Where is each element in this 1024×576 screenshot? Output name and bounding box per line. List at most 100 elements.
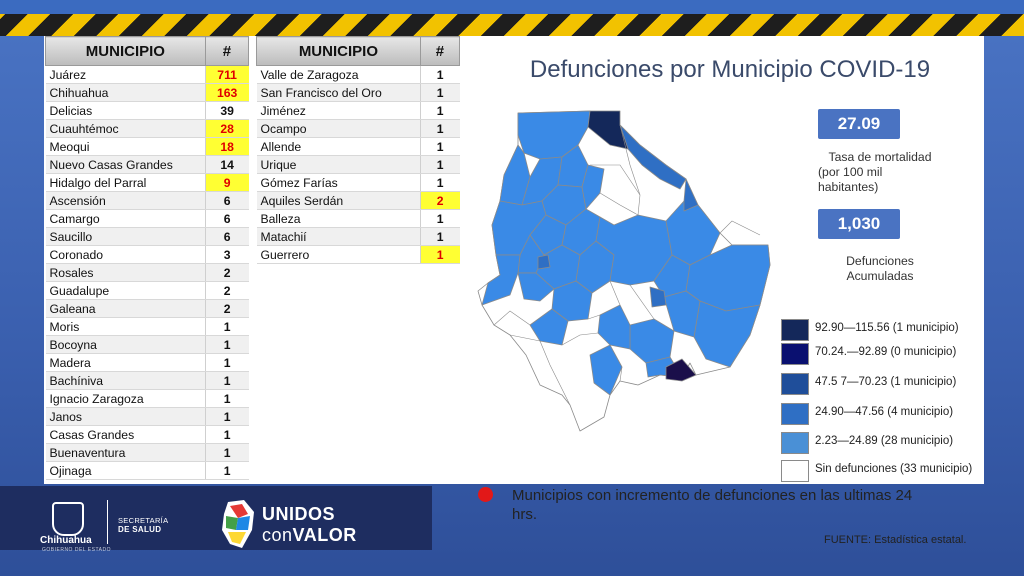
table-row: Guadalupe 2 [45,281,249,300]
table-row: Chihuahua 163 [45,83,249,102]
municipality-name: Allende [256,137,421,156]
table-row: Galeana 2 [45,299,249,318]
mortality-rate-label-line2: (por 100 mil [818,165,883,179]
table-row: Balleza 1 [256,209,460,228]
municipality-name: Matachií [256,227,421,246]
map-region-cusihuiriachi [537,254,551,270]
municipality-name: Hidalgo del Parral [45,173,206,192]
table-row: Casas Grandes 1 [45,425,249,444]
table-row: Guerrero 1 [256,245,460,264]
campaign-line1: UNIDOS [262,504,336,524]
death-count: 1 [204,335,249,354]
table-row: Moris 1 [45,317,249,336]
death-count: 1 [419,65,460,84]
map-region-guadalupe-y-calvo [589,344,623,396]
column-header-count: # [204,36,250,66]
table-row: Ocampo 1 [256,119,460,138]
table-row: Bocoyna 1 [45,335,249,354]
map-region-galeana [581,164,605,210]
municipality-table-left: MUNICIPIO # Juárez 711 Chihuahua 163 Delicia… [45,36,250,480]
municipality-name: Moris [45,317,206,336]
municipality-name: Guerrero [256,245,421,264]
death-count: 1 [204,389,249,408]
death-count: 1 [204,425,249,444]
map-region-matachi [517,272,555,302]
table-row: Matachií 1 [256,227,460,246]
mortality-rate-label-line3: habitantes) [818,180,879,194]
municipality-name: Chihuahua [45,83,206,102]
legend-label: 92.90—115.56 (1 municipio) [815,322,959,334]
legend-swatch [781,343,809,365]
legend-label: 70.24.—92.89 (0 municipio) [815,346,957,358]
municipality-name: Gómez Farías [256,173,421,192]
death-count: 163 [204,83,249,102]
death-count: 1 [419,83,460,102]
municipality-name: Aquiles Serdán [256,191,421,210]
municipality-name: Meoqui [45,137,206,156]
source-text: FUENTE: Estadística estatal. [824,534,967,546]
death-count: 1 [419,119,460,138]
mortality-rate-value: 27.09 [818,109,900,139]
municipality-name: Ascensión [45,191,206,210]
municipality-name: Cuauhtémoc [45,119,206,138]
footer-divider [107,500,108,544]
table-row: Urique 1 [256,155,460,174]
table-row: Madera 1 [45,353,249,372]
municipality-name: Ignacio Zaragoza [45,389,206,408]
death-count: 711 [204,65,249,84]
campaign-line2: conVALOR [262,525,357,545]
table-row: Rosales 2 [45,263,249,282]
death-count: 6 [204,209,249,228]
death-count: 14 [204,155,249,174]
secretaria-logo-text: SECRETARÍA DE SALUD [118,516,168,534]
legend-swatch [781,373,809,395]
table-row: Bachíniva 1 [45,371,249,390]
death-count: 1 [419,227,460,246]
legend-label: 2.23—24.89 (28 municipio) [815,435,954,447]
municipality-name: Casas Grandes [45,425,206,444]
mortality-rate-label: Tasa de mortalidad (por 100 mil habitant… [800,150,960,195]
death-count: 1 [204,371,249,390]
map-region-juarez [587,110,629,150]
state-subtitle: GOBIERNO DEL ESTADO [42,547,111,553]
death-count: 1 [419,173,460,192]
legend-swatch [781,403,809,425]
table-row: San Francisco del Oro 1 [256,83,460,102]
municipality-name: Jiménez [256,101,421,120]
secretaria-line2: DE SALUD [118,525,162,534]
total-deaths-label-line2: Acumuladas [846,269,914,283]
municipality-name: Buenaventura [45,443,206,462]
column-header-municipio: MUNICIPIO [45,36,206,66]
death-count: 6 [204,191,249,210]
death-count: 1 [419,101,460,120]
table-row: Buenaventura 1 [45,443,249,462]
death-count: 1 [204,317,249,336]
municipality-name: Nuevo Casas Grandes [45,155,206,174]
death-count: 1 [419,155,460,174]
table-row: Coronado 3 [45,245,249,264]
table-row: Aquiles Serdán 2 [256,191,460,210]
municipality-name: Delicias [45,101,206,120]
municipality-name: Ojinaga [45,461,206,480]
legend-swatch [781,319,809,341]
municipality-name: Rosales [45,263,206,282]
table-row: Saucillo 6 [45,227,249,246]
death-count: 1 [204,353,249,372]
red-dot-marker-icon [478,487,493,502]
municipality-name: Bachíniva [45,371,206,390]
unidos-con-valor-logo-icon [222,500,254,548]
increase-note: Municipios con incremento de defunciones… [512,487,913,523]
map-region-ojinaga [683,178,699,212]
page-title: Defunciones por Municipio COVID-19 [529,56,931,83]
municipality-name: Urique [256,155,421,174]
legend-label: 24.90—47.56 (4 municipio) [815,406,954,418]
state-name: Chihuahua [40,535,92,546]
death-count: 39 [204,101,249,120]
table-row: Jiménez 1 [256,101,460,120]
death-count: 28 [204,119,249,138]
death-count: 1 [204,443,249,462]
municipality-name: Janos [45,407,206,426]
legend-swatch [781,460,809,482]
map-region-urique [529,308,569,346]
municipality-name: Juárez [45,65,206,84]
